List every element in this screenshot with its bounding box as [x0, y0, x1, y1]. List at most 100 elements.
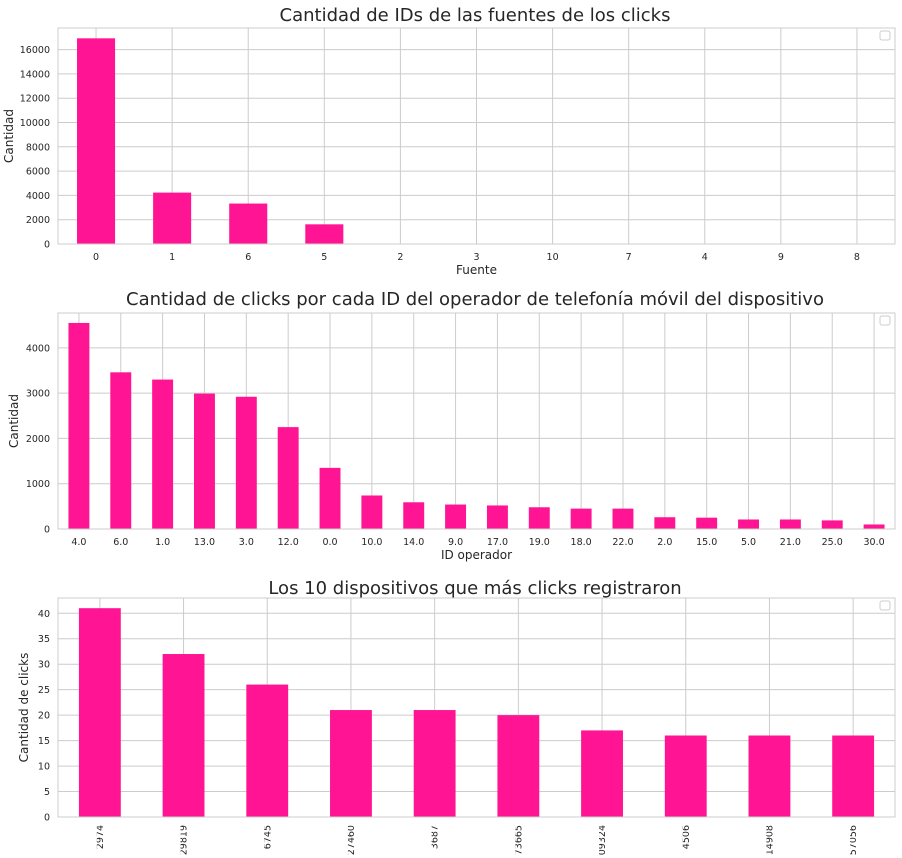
bar-21.0: [779, 519, 801, 529]
y-tick-label: 2000: [26, 434, 50, 445]
y-tick-label: 30: [38, 660, 50, 671]
y-tick-label: 15: [38, 736, 50, 747]
bar-6745: [246, 684, 289, 817]
chart-panel-1: 0 2000 4000 6000 8000 10000 12000 14000 16000 0 1 6…: [2, 5, 896, 277]
y-tick-label: 20: [38, 711, 50, 722]
chart-panel-2: 0 1000 2000 3000 4000 4.0 6.0 1.0 13.0 3.0 12.0 0.0…: [7, 289, 896, 562]
x-tick-label: 3: [473, 252, 479, 263]
bar-0: [77, 38, 116, 245]
x-tick-label: 2974: [95, 825, 106, 849]
plot-frame: [57, 27, 896, 245]
x-tick-label: 57056: [848, 825, 859, 855]
plot-frame: [57, 597, 896, 818]
bar-14908: [748, 735, 791, 817]
x-tick-label: 4506: [681, 825, 692, 849]
bar-17.0: [486, 505, 508, 529]
y-tick-label: 2000: [26, 215, 50, 226]
y-tick-label: 4000: [26, 191, 50, 202]
x-tick-label: 1.0: [155, 537, 170, 548]
x-tick-label: 0: [93, 252, 99, 263]
bar-57056: [832, 735, 875, 817]
x-tick-label: 3.0: [239, 537, 254, 548]
y-tick-label: 6000: [26, 167, 50, 178]
chart-title: Cantidad de IDs de las fuentes de los cl…: [280, 5, 671, 26]
bar-22.0: [612, 508, 634, 529]
bar-0.0: [319, 467, 341, 529]
bar-73665: [497, 715, 540, 817]
y-axis-label: Cantidad: [2, 109, 16, 163]
bar-27460: [330, 710, 372, 817]
x-tick-label: 1: [169, 252, 175, 263]
chart-title: Los 10 dispositivos que más clicks regis…: [268, 578, 681, 599]
bar-15.0: [696, 517, 718, 529]
x-tick-label: 15.0: [696, 537, 717, 548]
chart-panel-3: 0 5 10 15 20 25 30 35 40 2974 29819 6745 27460 3687 73…: [17, 578, 896, 855]
x-tick-label: 22.0: [612, 537, 633, 548]
bar-1: [153, 192, 192, 244]
bar-09324: [581, 730, 623, 817]
x-tick-label: 10.0: [361, 537, 382, 548]
x-tick-label: 25.0: [822, 537, 843, 548]
x-tick-label: 2.0: [657, 537, 672, 548]
x-tick-label: 19.0: [529, 537, 550, 548]
x-tick-label: 18.0: [571, 537, 592, 548]
x-tick-label: 8: [854, 252, 860, 263]
y-tick-label: 3000: [26, 389, 50, 400]
bar-2974: [78, 608, 121, 817]
plot-frame: [57, 312, 896, 530]
bar-9.0: [445, 504, 467, 529]
x-tick-label: 4.0: [71, 537, 86, 548]
x-tick-label: 17.0: [487, 537, 508, 548]
y-tick-label: 40: [38, 609, 50, 620]
x-tick-label: 9.0: [448, 537, 463, 548]
y-tick-label: 4000: [26, 343, 50, 354]
x-axis-label: ID operador: [441, 548, 512, 562]
y-tick-label: 25: [38, 685, 50, 696]
bar-3.0: [235, 396, 257, 529]
x-tick-label: 14.0: [403, 537, 424, 548]
y-tick-label: 12000: [20, 94, 50, 105]
bar-12.0: [277, 427, 299, 529]
x-axis-label: Fuente: [456, 263, 497, 277]
bar-4.0: [68, 322, 90, 529]
y-tick-label: 8000: [26, 142, 50, 153]
y-tick-label: 10: [38, 762, 50, 773]
x-tick-label: 0.0: [322, 537, 337, 548]
x-tick-label: 6.0: [113, 537, 128, 548]
x-tick-label: 6: [245, 252, 251, 263]
x-tick-label: 7: [626, 252, 632, 263]
x-tick-label: 09324: [597, 825, 608, 855]
y-tick-label: 16000: [20, 45, 50, 56]
legend-box: [879, 30, 891, 41]
x-tick-label: 13.0: [194, 537, 215, 548]
bar-30.0: [863, 524, 885, 529]
y-axis-label: Cantidad: [7, 394, 21, 448]
x-tick-label: 21.0: [780, 537, 801, 548]
bar-10.0: [361, 495, 383, 529]
bar-4506: [664, 735, 707, 817]
legend-box: [879, 315, 891, 326]
bar-1.0: [152, 379, 174, 529]
x-tick-label: 10: [547, 252, 559, 263]
bar-6: [229, 203, 268, 244]
x-tick-label: 14908: [764, 825, 775, 855]
x-tick-label: 5.0: [741, 537, 756, 548]
y-tick-label: 10000: [20, 118, 50, 129]
y-tick-label: 1000: [26, 479, 50, 490]
bar-5: [305, 224, 344, 244]
y-tick-label: 0: [44, 525, 50, 536]
bar-14.0: [403, 502, 425, 529]
chart-title: Cantidad de clicks por cada ID del opera…: [126, 289, 824, 310]
x-tick-label: 6745: [262, 825, 273, 849]
bar-6.0: [110, 372, 132, 529]
y-tick-label: 14000: [20, 69, 50, 80]
y-tick-label: 35: [38, 634, 50, 645]
bar-29819: [162, 654, 205, 817]
bar-18.0: [570, 508, 592, 529]
bar-3687: [413, 710, 456, 817]
x-tick-label: 5: [321, 252, 327, 263]
x-tick-label: 9: [778, 252, 784, 263]
x-tick-label: 29819: [179, 825, 190, 855]
x-tick-label: 27460: [346, 825, 357, 855]
